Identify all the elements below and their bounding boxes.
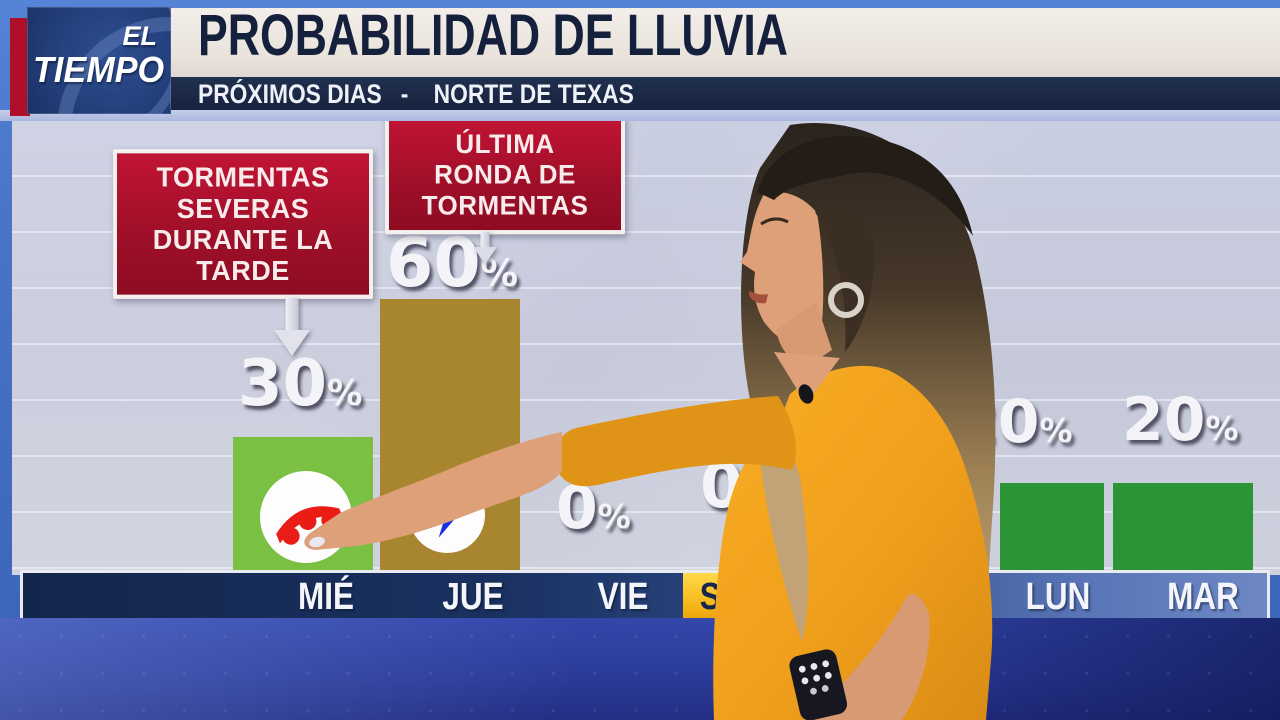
day-label-jue: JUE xyxy=(442,575,504,618)
presenter-left-arm xyxy=(804,593,930,720)
subtitle-text: PRÓXIMOS DIAS - NORTE DE TEXAS xyxy=(198,80,634,110)
presenter-arm-hand xyxy=(304,432,562,550)
value-label-jue: 60% xyxy=(386,224,519,303)
hoop-earring xyxy=(828,282,864,318)
logo-line2: TIEMPO xyxy=(33,49,165,90)
presenter-hair-side xyxy=(815,208,875,352)
presenter-neck xyxy=(776,302,832,367)
presenter-face xyxy=(740,192,824,349)
day-label-lun: LUN xyxy=(1025,575,1091,618)
callout-ultima-ronda: ÚLTIMA RONDA DE TORMENTAS xyxy=(385,115,625,235)
remote-control xyxy=(789,649,848,720)
callout-line: ÚLTIMA xyxy=(455,128,555,160)
presenter-neckline xyxy=(774,352,840,404)
subtitle-bar: PRÓXIMOS DIAS - NORTE DE TEXAS xyxy=(170,77,1280,110)
presenter-sleeve xyxy=(555,396,797,487)
bar-mar xyxy=(1113,483,1253,575)
el-tiempo-logo: EL TIEMPO xyxy=(27,7,171,114)
callout-line: TORMENTAS xyxy=(421,189,589,221)
presenter-eyebrow xyxy=(760,217,789,226)
bar-lun xyxy=(1000,483,1104,575)
callout-arrow-down-icon xyxy=(272,298,312,358)
header-divider xyxy=(0,110,1280,121)
lavalier-mic xyxy=(798,384,814,404)
callout-line: DURANTE LA xyxy=(152,224,334,256)
callout-tormentas-severas: TORMENTAS SEVERAS DURANTE LA TARDE xyxy=(113,149,373,299)
fingernail xyxy=(309,536,325,548)
presenter-hair-strand xyxy=(756,420,809,642)
callout-line: TORMENTAS xyxy=(156,161,330,193)
logo-red-accent xyxy=(10,18,30,116)
value-label-mar: 20% xyxy=(1122,385,1239,455)
day-label-mié: MIÉ xyxy=(297,575,354,618)
callout-arrow-down-icon xyxy=(470,232,500,264)
presenter-hair-front xyxy=(757,135,973,236)
callout-line: RONDA DE xyxy=(434,158,576,191)
title-bar: PROBABILIDAD DE LLUVIA xyxy=(170,1,1280,77)
callout-line: TARDE xyxy=(196,255,290,287)
logo-line1: EL xyxy=(122,21,157,51)
value-label-vie: 0% xyxy=(556,473,631,543)
page-title: PROBABILIDAD DE LLUVIA xyxy=(198,1,788,68)
day-label-vie: VIE xyxy=(597,575,649,618)
day-label-mar: MAR xyxy=(1167,575,1239,618)
callout-line: SEVERAS xyxy=(176,192,310,224)
presenter-lips xyxy=(749,291,768,304)
value-label-mié: 30% xyxy=(238,347,363,421)
studio-floor xyxy=(0,618,1280,720)
